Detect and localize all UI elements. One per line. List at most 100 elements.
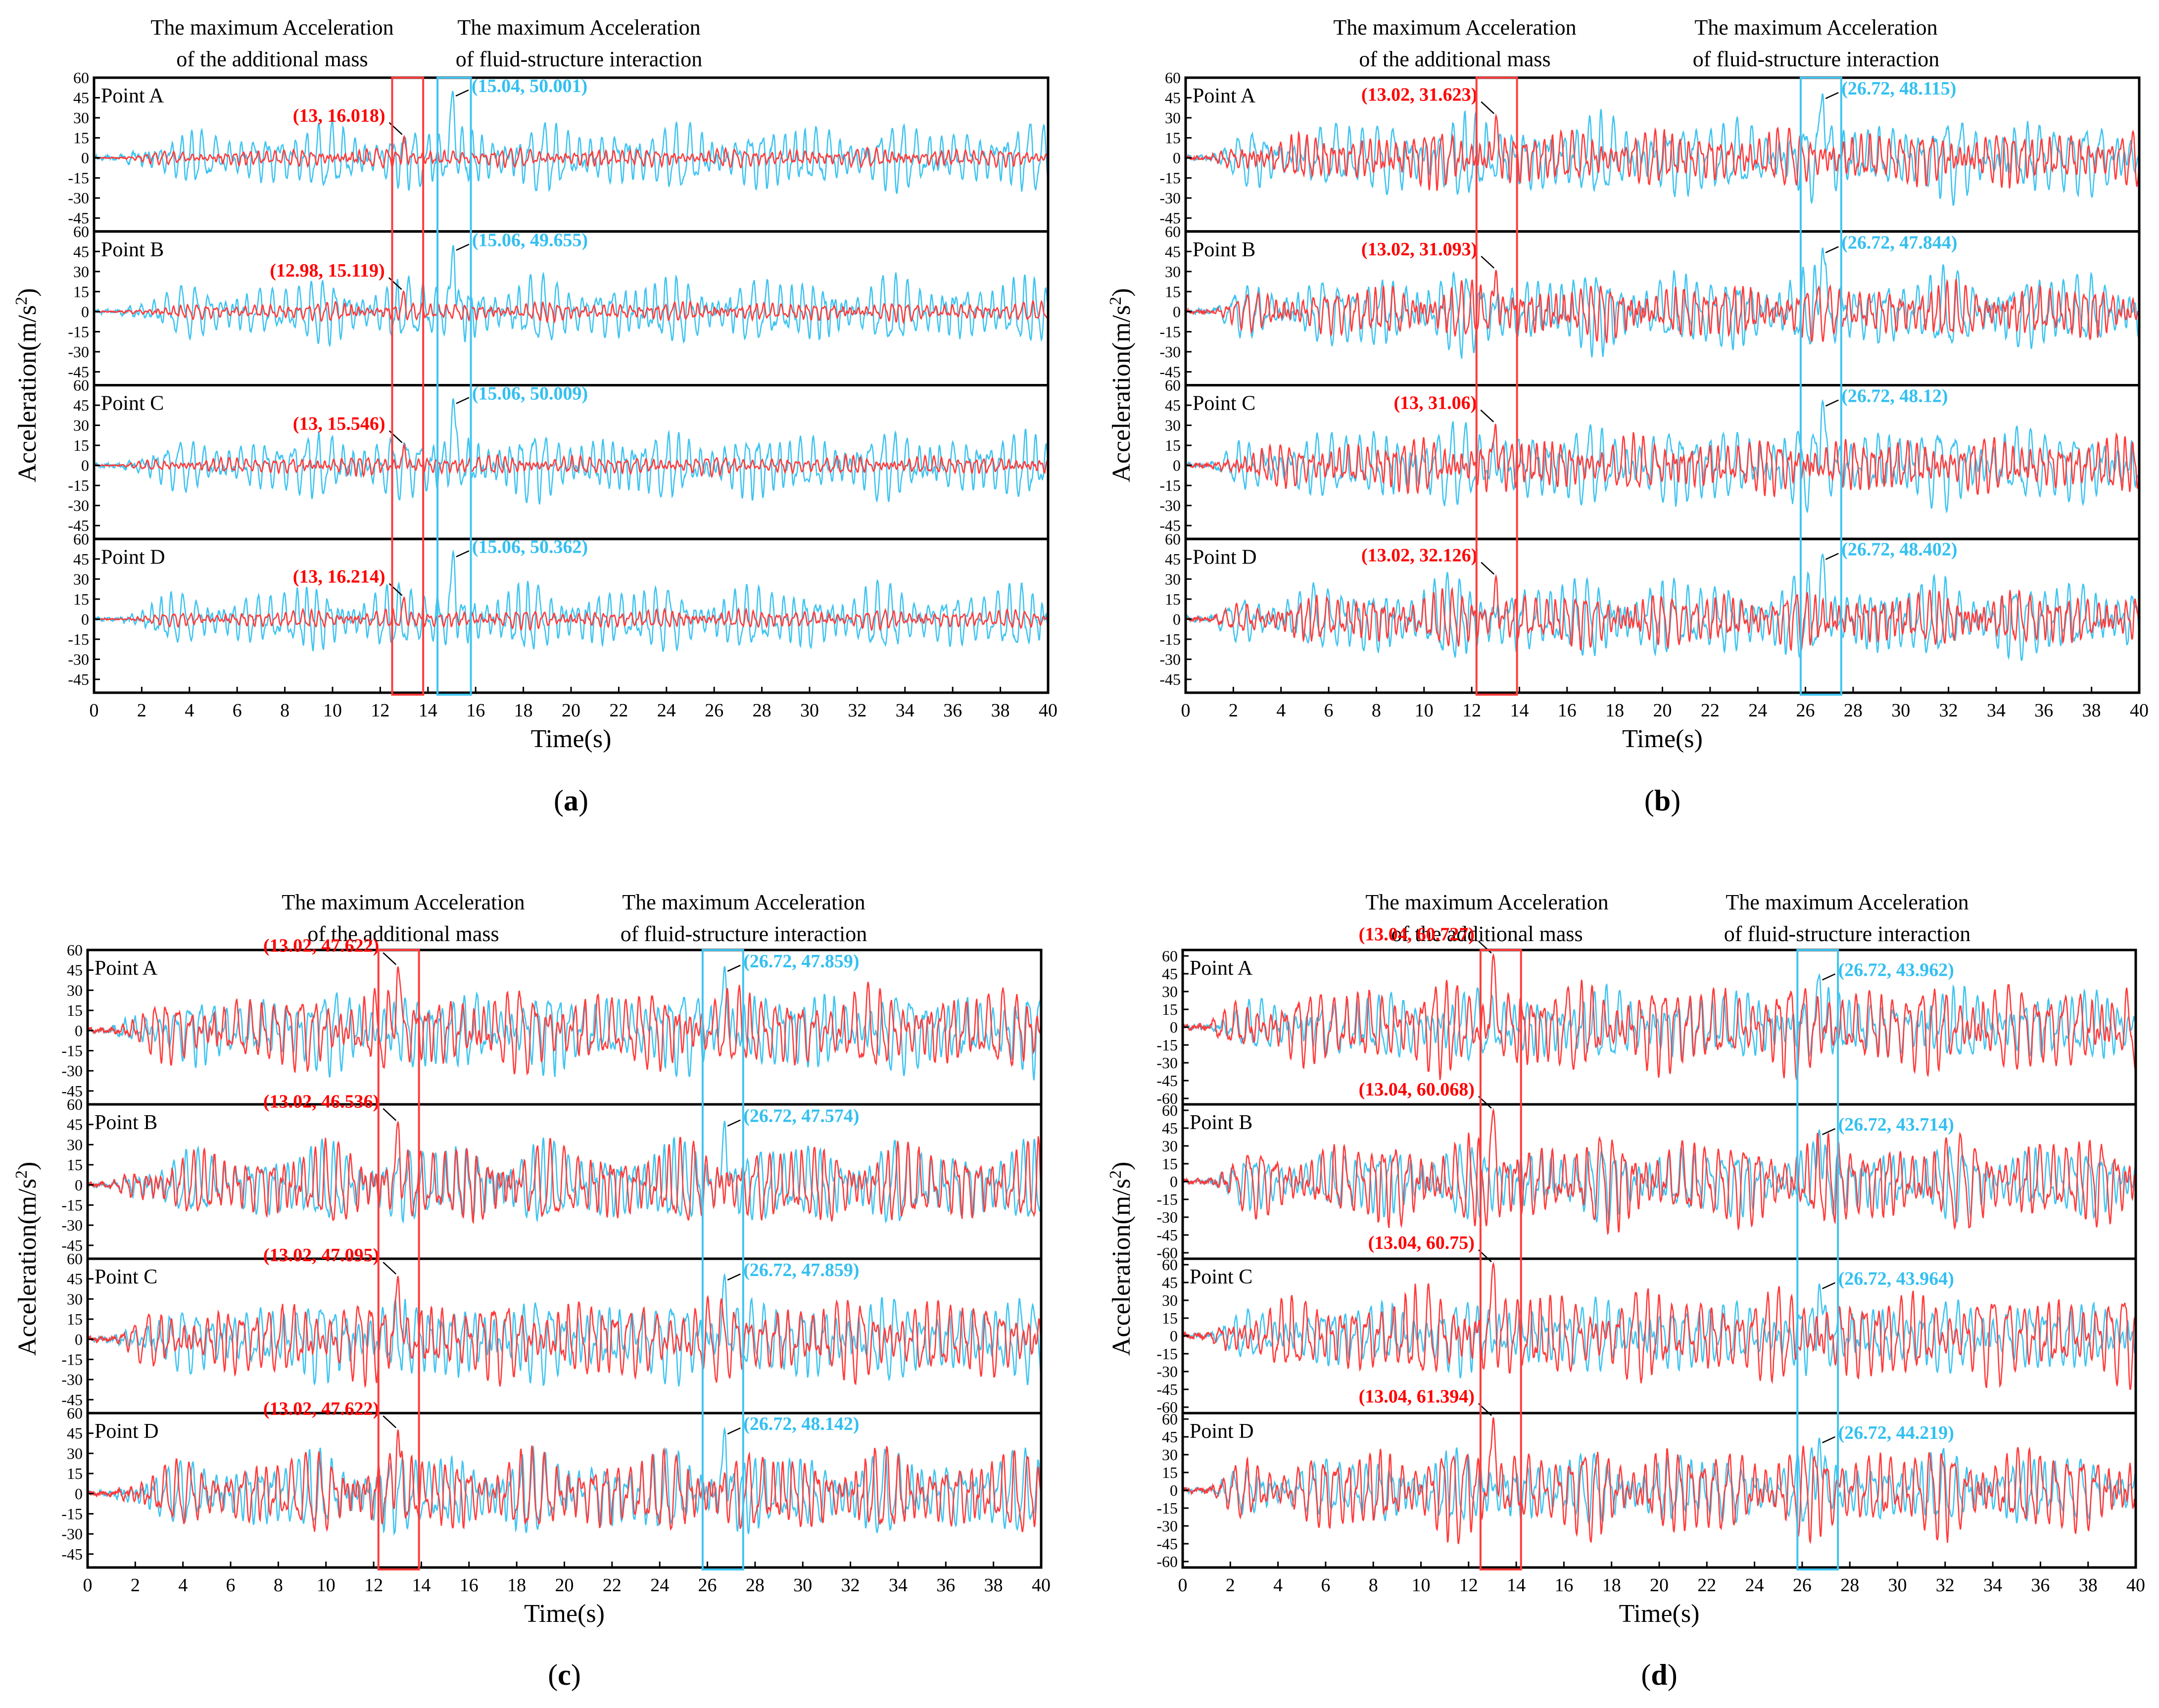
y-tick-label: 30	[1162, 983, 1178, 1000]
point-name: Point B	[95, 1111, 157, 1134]
x-tick-label: 2	[131, 1575, 140, 1596]
x-tick-label: 20	[555, 1575, 574, 1596]
mass-max-label: (13, 16.018)	[293, 105, 385, 126]
fluid-structure-series	[88, 966, 1041, 1081]
mass-max-leader	[383, 1262, 397, 1275]
y-tick-label: -15	[68, 323, 89, 340]
additional-mass-series	[1183, 1262, 2136, 1390]
y-tick-label: 0	[1170, 1018, 1178, 1036]
y-tick-label: 60	[73, 223, 89, 240]
y-tick-label: -30	[1159, 343, 1181, 361]
mass-max-leader	[1481, 255, 1495, 269]
mass-highlight-box	[1479, 949, 1522, 1570]
x-tick-label: 40	[1039, 700, 1057, 721]
x-tick-label: 26	[705, 700, 723, 721]
mass-max-label: (13, 16.214)	[293, 567, 385, 587]
y-tick-label: 15	[67, 1465, 83, 1482]
additional-mass-series	[1183, 1107, 2136, 1235]
additional-mass-series	[88, 966, 1041, 1076]
subplot-point-b: 60 45 30 15 0 -15 -30 -45 Point B (12.98, 15.119)…	[68, 223, 1050, 386]
mass-max-leader	[383, 952, 397, 965]
y-tick-label: 60	[1162, 1101, 1178, 1119]
fsi-highlight-box	[1799, 77, 1842, 696]
point-name: Point A	[101, 85, 164, 107]
x-tick-label: 20	[1650, 1575, 1669, 1596]
subplot-point-a: 60 45 30 15 0 -15 -30 -45 Point A (13, 16.018) (15…	[68, 69, 1050, 233]
y-tick-label: -15	[68, 630, 89, 648]
fluid-structure-series	[1186, 93, 2139, 206]
additional-mass-series	[94, 442, 1048, 478]
x-tick-label: 22	[603, 1575, 622, 1596]
y-tick-label: 45	[1162, 1119, 1178, 1137]
y-tick-label: 30	[1165, 263, 1181, 281]
x-tick-label: 34	[1987, 700, 2006, 721]
additional-mass-series	[88, 1429, 1041, 1532]
header-mass-line1: The maximum Acceleration	[282, 890, 525, 914]
x-tick-label: 32	[848, 700, 866, 721]
x-tick-label: 10	[317, 1575, 336, 1596]
fsi-max-label: (26.72, 48.115)	[1841, 78, 1956, 99]
mass-max-leader	[1478, 941, 1492, 954]
y-tick-label: -15	[1159, 323, 1181, 340]
fluid-structure-series	[94, 91, 1048, 194]
y-tick-label: 45	[73, 89, 89, 107]
panel-a: The maximum Acceleration of the additiona…	[12, 15, 1057, 817]
fsi-max-label: (15.06, 49.655)	[472, 230, 588, 251]
x-tick-label: 14	[1510, 700, 1529, 721]
y-tick-label: -15	[61, 1042, 83, 1059]
y-tick-label: -30	[1156, 1208, 1178, 1226]
mass-max-leader	[1481, 562, 1495, 575]
header-fsi-line1: The maximum Acceleration	[622, 890, 865, 914]
y-tick-label: -30	[61, 1216, 83, 1234]
x-tick-label: 22	[1701, 700, 1720, 721]
x-tick-label: 12	[1462, 700, 1481, 721]
x-tick-label: 16	[466, 700, 485, 721]
subplot-point-c: 60 45 30 15 0 -15 -30 -45 Point C (13.02, 47.095)…	[61, 1245, 1043, 1415]
mass-max-leader	[383, 1415, 397, 1428]
point-name: Point A	[1193, 85, 1256, 107]
y-tick-label: 0	[1173, 610, 1181, 628]
x-tick-label: 6	[226, 1575, 236, 1596]
y-tick-label: -15	[68, 169, 89, 187]
y-tick-label: -30	[1156, 1054, 1178, 1072]
fsi-max-leader	[727, 1119, 741, 1127]
mass-max-label: (13.02, 46.536)	[263, 1091, 379, 1112]
y-tick-label: -60	[1156, 1398, 1178, 1416]
fsi-max-label: (26.72, 43.964)	[1838, 1268, 1954, 1289]
mass-max-label: (13.04, 61.394)	[1359, 1386, 1475, 1407]
subplot-point-b: 60 45 30 15 0 -15 -30 -45 Point B (13.02, 31.093)…	[1159, 223, 2141, 386]
y-tick-label: -60	[1156, 1244, 1178, 1262]
y-tick-label: 45	[73, 550, 89, 568]
fsi-highlight-box	[701, 949, 744, 1570]
y-tick-label: 15	[67, 1310, 83, 1328]
y-tick-label: -45	[61, 1082, 83, 1100]
x-tick-label: 0	[83, 1575, 93, 1596]
header-fsi-line1: The maximum Acceleration	[1694, 15, 1937, 40]
y-tick-label: -30	[68, 497, 89, 515]
header-mass-line1: The maximum Acceleration	[1365, 890, 1608, 914]
x-tick-label: 36	[943, 700, 962, 721]
y-tick-label: 15	[73, 436, 89, 454]
fsi-max-label: (15.04, 50.001)	[472, 76, 587, 96]
x-tick-label: 12	[1459, 1575, 1478, 1596]
fsi-max-leader	[1825, 92, 1839, 99]
y-tick-label: -45	[61, 1545, 83, 1563]
fluid-structure-series	[1183, 1129, 2136, 1225]
y-tick-label: 0	[75, 1022, 83, 1040]
x-tick-label: 22	[609, 700, 628, 721]
x-tick-label: 16	[1558, 700, 1577, 721]
fsi-max-leader	[456, 397, 470, 404]
additional-mass-series	[94, 290, 1048, 325]
x-tick-label: 14	[1507, 1575, 1526, 1596]
fsi-max-leader	[727, 964, 741, 972]
y-tick-label: -15	[1156, 1036, 1178, 1054]
fsi-max-leader	[455, 89, 469, 97]
y-tick-label: 0	[1173, 457, 1181, 474]
y-tick-label: 60	[1165, 377, 1181, 394]
y-tick-label: 45	[1165, 550, 1181, 568]
x-tick-label: 30	[1891, 700, 1910, 721]
fsi-max-label: (26.72, 47.859)	[743, 951, 859, 972]
y-tick-label: 45	[67, 961, 83, 979]
